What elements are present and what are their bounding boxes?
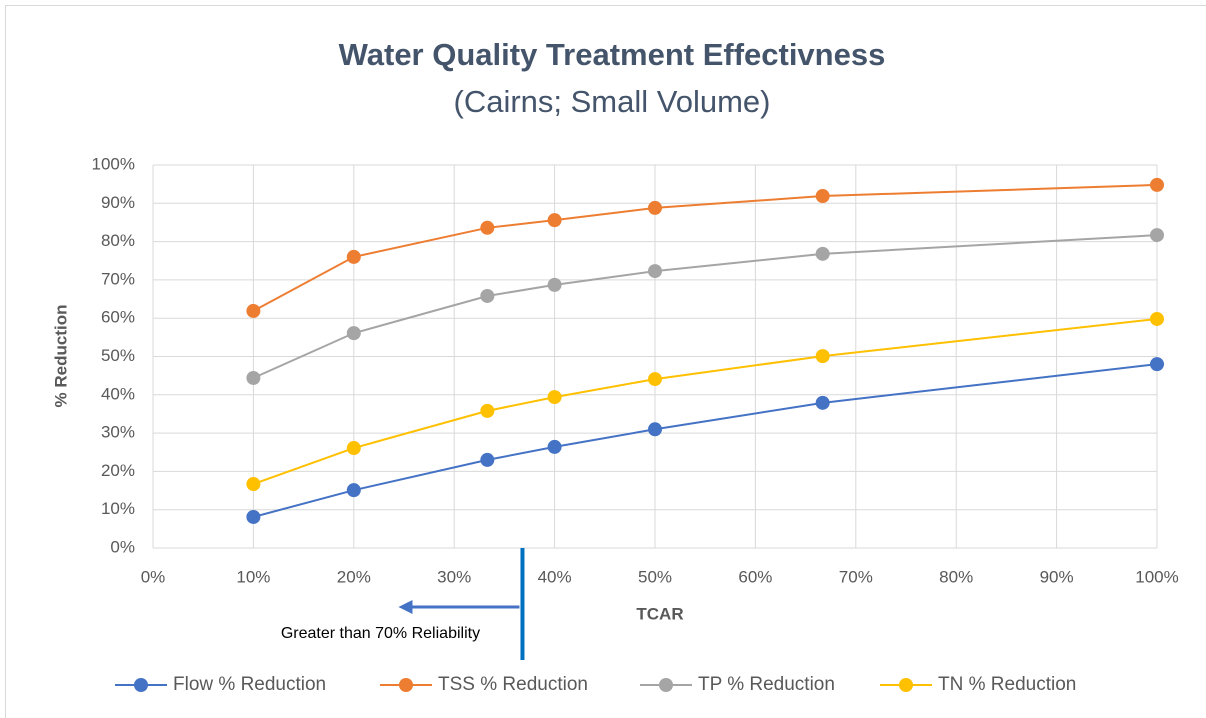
data-point: [815, 349, 830, 364]
x-tick-label: 20%: [337, 567, 371, 586]
data-point: [346, 441, 361, 456]
data-point: [346, 249, 361, 264]
data-point: [648, 200, 662, 215]
x-axis-label: TCAR: [636, 604, 683, 623]
chart-border: [5, 5, 1206, 718]
x-tick-label: 0%: [141, 567, 166, 586]
data-point: [346, 326, 361, 341]
data-point: [480, 452, 495, 467]
chart-title: Water Quality Treatment Effectivness: [339, 37, 886, 72]
data-point: [346, 483, 361, 498]
data-point: [480, 220, 495, 235]
y-tick-label: 20%: [101, 461, 135, 480]
y-tick-label: 10%: [101, 499, 135, 518]
data-point: [480, 288, 495, 303]
data-point: [815, 189, 830, 204]
x-tick-label: 70%: [839, 567, 873, 586]
y-tick-label: 50%: [101, 346, 135, 365]
data-point: [547, 277, 562, 292]
data-point: [648, 264, 662, 279]
legend-marker: [899, 678, 913, 692]
data-point: [246, 509, 261, 524]
data-point: [246, 303, 261, 318]
x-tick-label: 10%: [236, 567, 270, 586]
y-tick-label: 30%: [101, 423, 135, 442]
x-tick-label: 50%: [638, 567, 672, 586]
legend-label: TSS % Reduction: [438, 674, 588, 695]
data-point: [648, 372, 662, 387]
data-point: [815, 395, 830, 410]
x-tick-label: 90%: [1040, 567, 1074, 586]
legend-label: TN % Reduction: [938, 674, 1076, 695]
annotation-arrowhead: [398, 600, 413, 614]
x-tick-label: 40%: [538, 567, 572, 586]
x-tick-label: 100%: [1135, 567, 1178, 586]
data-point: [246, 370, 261, 385]
data-point: [480, 403, 495, 418]
data-point: [1150, 311, 1164, 326]
y-axis-label: % Reduction: [51, 305, 70, 408]
x-tick-label: 60%: [738, 567, 772, 586]
series-line: [252, 183, 1158, 312]
data-point: [815, 246, 830, 261]
legend-marker: [399, 678, 413, 692]
data-point: [547, 439, 562, 454]
legend-label: Flow % Reduction: [173, 674, 326, 695]
y-tick-label: 100%: [92, 154, 135, 173]
y-tick-label: 80%: [101, 231, 135, 250]
data-point: [1150, 357, 1164, 372]
series-line: [253, 363, 1158, 518]
y-tick-label: 0%: [110, 537, 135, 556]
series-line: [253, 317, 1158, 485]
legend-marker: [134, 678, 148, 692]
x-tick-label: 80%: [939, 567, 973, 586]
annotation-text: Greater than 70% Reliability: [281, 625, 480, 642]
y-tick-label: 60%: [101, 308, 135, 327]
chart-subtitle: (Cairns; Small Volume): [454, 84, 771, 119]
legend-marker: [659, 678, 673, 692]
y-tick-label: 90%: [101, 193, 135, 212]
x-tick-label: 30%: [437, 567, 471, 586]
legend-label: TP % Reduction: [698, 674, 835, 695]
y-tick-label: 40%: [101, 384, 135, 403]
data-point: [246, 477, 261, 492]
data-point: [547, 213, 562, 228]
data-point: [1150, 177, 1164, 192]
data-point: [648, 422, 662, 437]
data-point: [1150, 228, 1164, 243]
y-tick-label: 70%: [101, 269, 135, 288]
data-point: [547, 390, 562, 405]
